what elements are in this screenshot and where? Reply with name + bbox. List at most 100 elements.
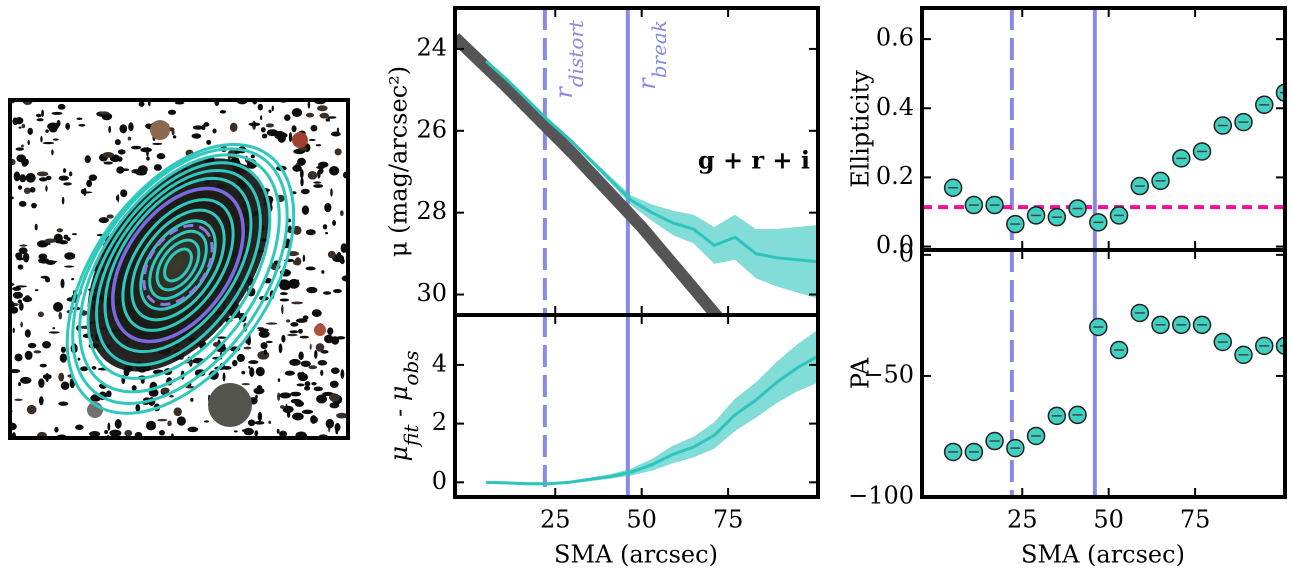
y-tick-label: 30 <box>416 279 447 307</box>
speckle <box>329 402 340 409</box>
speckle <box>300 177 304 187</box>
speckle <box>58 175 69 181</box>
speckle <box>19 302 24 311</box>
speckle <box>134 431 143 436</box>
speckle <box>64 252 76 260</box>
speckle <box>249 367 255 378</box>
speckle <box>117 193 120 203</box>
speckle <box>232 359 238 367</box>
speckle <box>58 311 63 320</box>
x-axis-label: SMA (arcsec) <box>1021 541 1185 569</box>
isophote <box>65 143 296 415</box>
speckle <box>167 420 172 427</box>
speckle <box>231 157 240 162</box>
speckle <box>12 410 13 413</box>
speckle <box>329 393 340 402</box>
isophote <box>163 247 193 283</box>
speckle <box>15 252 23 259</box>
speckle <box>17 185 23 190</box>
axes-frame <box>453 313 820 499</box>
speckle <box>340 243 346 253</box>
speckle <box>51 149 54 156</box>
reference-label-sub: distort <box>563 19 587 87</box>
speckle <box>306 286 318 294</box>
speckle <box>29 186 36 193</box>
speckle <box>19 174 27 183</box>
isophotes <box>65 143 296 415</box>
speckle <box>286 319 291 323</box>
speckle <box>305 229 316 236</box>
speckle <box>308 365 318 370</box>
annotation: g + r + i <box>698 146 810 175</box>
speckle <box>330 188 333 197</box>
speckle <box>171 433 174 436</box>
x-tick-label: 50 <box>626 506 657 534</box>
speckle <box>206 139 212 145</box>
speckle <box>36 113 42 118</box>
speckle <box>307 102 311 109</box>
speckle <box>308 138 316 142</box>
speckle <box>341 275 346 282</box>
speckle <box>12 369 21 374</box>
y-tick-label: 0.0 <box>876 231 914 259</box>
speckle <box>331 168 339 171</box>
speckle <box>214 102 220 106</box>
speckle <box>280 306 284 313</box>
axes-frame <box>920 248 1287 499</box>
speckle <box>78 123 86 127</box>
speckle <box>34 289 39 292</box>
speckle <box>47 242 51 245</box>
speckle <box>12 102 15 104</box>
speckle <box>256 327 265 330</box>
plot-area <box>486 315 818 497</box>
isophote <box>130 208 226 322</box>
speckle <box>18 382 22 387</box>
speckle <box>313 386 323 392</box>
series-line <box>485 60 818 264</box>
speckle <box>135 170 147 176</box>
speckle <box>279 298 290 302</box>
speckle <box>316 102 326 105</box>
speckle <box>24 329 31 338</box>
speckle <box>66 237 71 242</box>
speckle <box>248 360 259 365</box>
plot-area <box>455 8 818 315</box>
series-line <box>486 354 818 486</box>
speckle <box>15 285 28 288</box>
speckle <box>265 322 278 325</box>
speckle <box>14 398 23 401</box>
speckle <box>288 132 293 143</box>
speckle <box>60 278 65 289</box>
speckle <box>109 429 122 436</box>
speckle <box>119 124 128 134</box>
isophote <box>78 153 281 394</box>
x-tick-label: 75 <box>713 506 744 534</box>
speckle <box>241 370 246 375</box>
speckle <box>237 102 248 105</box>
speckle <box>34 223 38 231</box>
speckle <box>310 124 318 132</box>
speckle <box>217 336 227 339</box>
x-tick-label: 75 <box>1180 506 1211 534</box>
speckle <box>266 129 279 137</box>
speckle <box>27 127 33 135</box>
speckle <box>25 172 36 183</box>
speckle <box>300 371 305 379</box>
speckle <box>320 350 329 354</box>
speckle <box>22 252 30 263</box>
speckle <box>158 429 165 436</box>
speckle <box>281 334 286 343</box>
speckle <box>44 238 57 244</box>
speckle <box>42 141 55 145</box>
speckle <box>18 247 28 255</box>
speckle <box>265 123 274 128</box>
speckle <box>18 200 27 207</box>
speckle <box>255 366 265 377</box>
speckle <box>88 174 98 181</box>
speckle <box>271 105 274 112</box>
speckle <box>294 400 298 405</box>
speckle <box>48 331 60 334</box>
isophote <box>155 238 201 292</box>
speckle <box>65 122 71 130</box>
speckle <box>31 202 37 209</box>
